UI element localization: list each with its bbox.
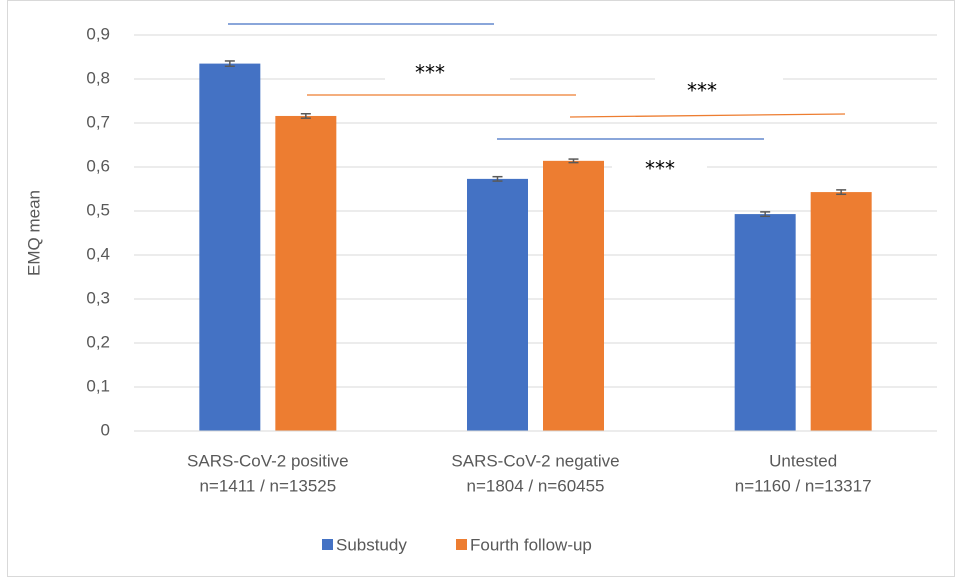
- label-background: [655, 72, 783, 102]
- annotation: ***: [415, 61, 445, 85]
- y-tick-label: 0,7: [86, 112, 110, 131]
- y-tick-label: 0,6: [86, 156, 110, 175]
- bar: [810, 192, 872, 431]
- error-bar: [760, 211, 771, 218]
- legend-label: Fourth follow-up: [470, 535, 592, 554]
- x-tick-label: n=1411 / n=13525: [199, 476, 336, 495]
- x-tick-label: n=1804 / n=60455: [466, 476, 604, 495]
- legend: Substudy Fourth follow-up: [322, 535, 592, 554]
- legend-swatch: [456, 539, 467, 550]
- label-background: [385, 60, 510, 90]
- bar: [275, 115, 337, 432]
- y-tick-label: 0,3: [86, 288, 110, 307]
- bar: [199, 63, 261, 431]
- x-tick-label: Untested: [769, 451, 837, 470]
- error-bar: [224, 60, 235, 67]
- y-tick-label: 0,5: [86, 200, 110, 219]
- annotation: ***: [645, 157, 675, 181]
- x-tick-label: SARS-CoV-2 negative: [451, 451, 619, 470]
- y-tick-label: 0,2: [86, 332, 110, 351]
- y-axis-label: EMQ mean: [24, 190, 43, 276]
- annotation: ***: [687, 79, 717, 103]
- bar: [543, 160, 604, 431]
- label-background: [612, 155, 707, 185]
- y-tick-label: 0: [101, 420, 110, 439]
- legend-label: Substudy: [336, 535, 407, 554]
- y-tick-label: 0,8: [86, 68, 110, 87]
- y-tick-label: 0,4: [86, 244, 110, 263]
- error-bar: [492, 175, 503, 182]
- bar: [467, 178, 528, 431]
- x-tick-label: SARS-CoV-2 positive: [187, 451, 349, 470]
- legend-swatch: [322, 539, 333, 550]
- error-bar: [836, 189, 847, 196]
- comparison-line: [569, 113, 846, 118]
- x-tick-label: n=1160 / n=13317: [735, 476, 872, 495]
- marks: SARS-CoV-2 positive n=1411 / n=13525 SARS-…: [134, 60, 937, 495]
- y-tick-label: 0,9: [86, 24, 110, 43]
- y-tick-label: 0,1: [86, 376, 110, 395]
- bar: [734, 214, 796, 431]
- error-bar: [300, 113, 311, 119]
- error-bar: [568, 158, 579, 164]
